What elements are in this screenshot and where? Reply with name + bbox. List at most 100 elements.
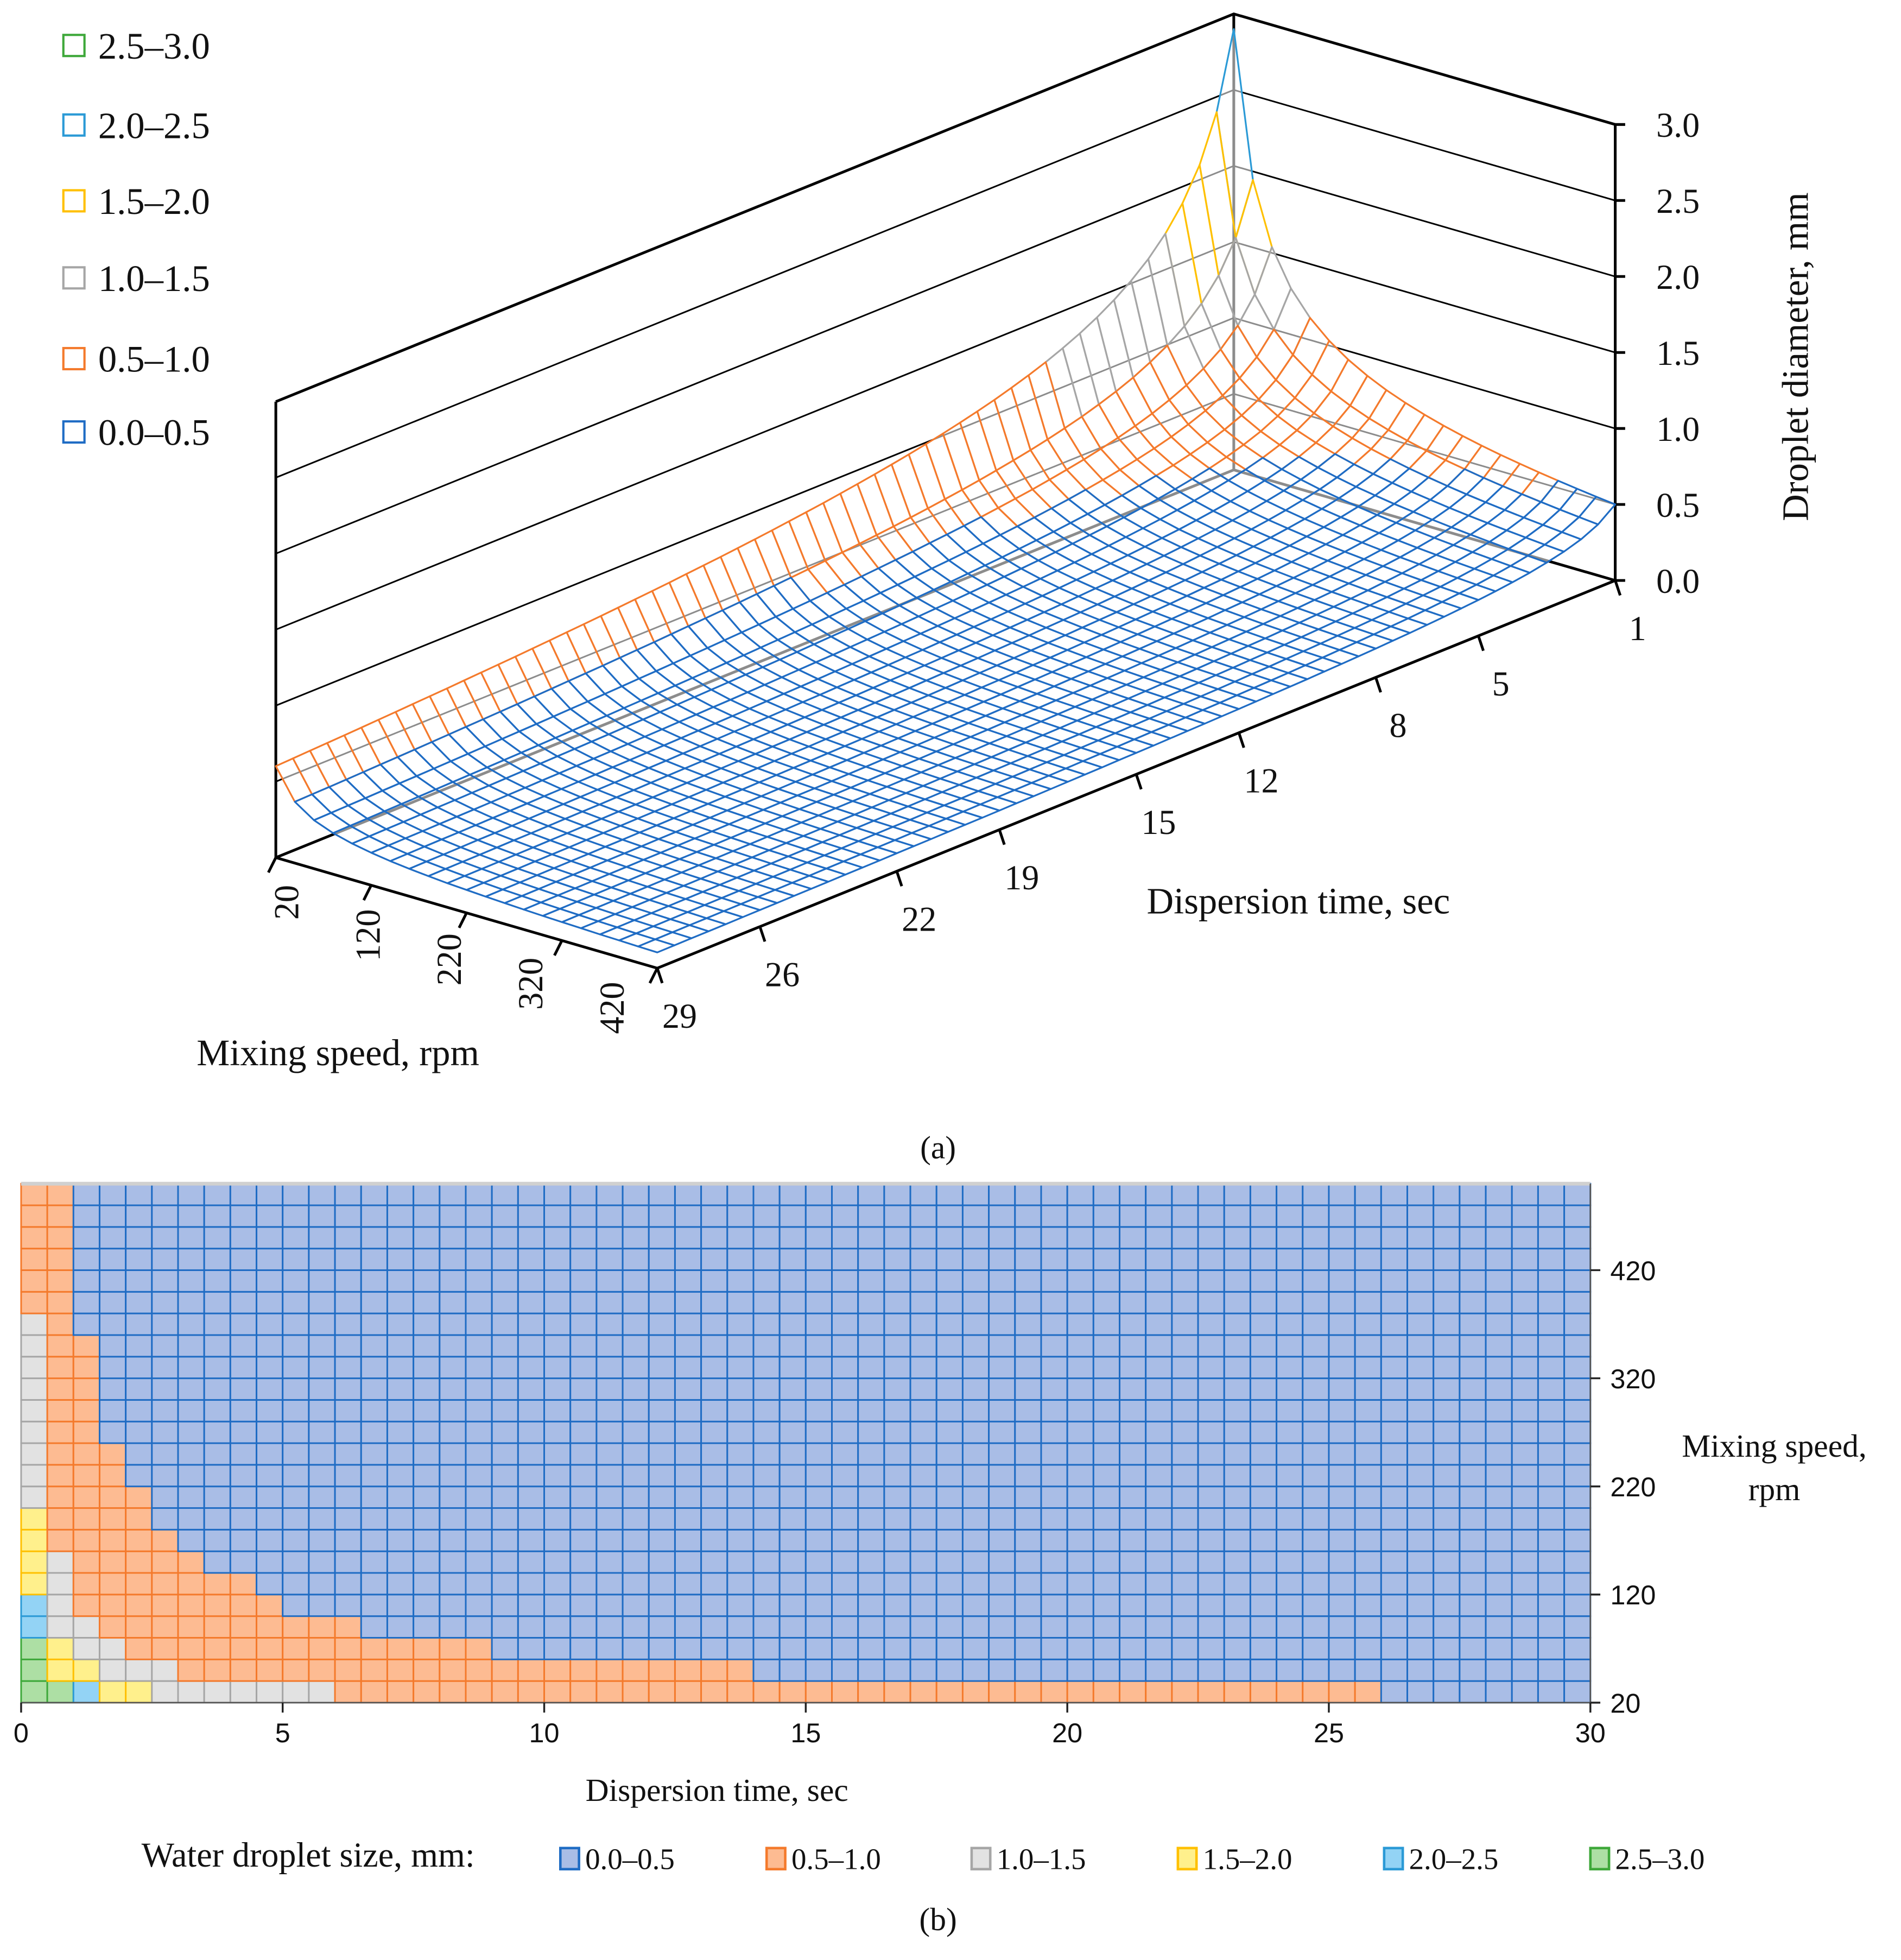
y-axis-title-line1: Mixing speed, <box>1682 1428 1866 1464</box>
contour-cell <box>831 1291 859 1314</box>
contour-cell <box>282 1356 310 1380</box>
contour-cell <box>1354 1572 1382 1596</box>
contour-cell <box>595 1528 624 1552</box>
contour-cell <box>360 1204 388 1228</box>
contour-cell <box>20 1226 48 1250</box>
contour-cell <box>177 1485 205 1509</box>
contour-cell <box>1433 1550 1461 1574</box>
contour-cell <box>1459 1248 1487 1271</box>
contour-cell <box>282 1269 310 1293</box>
contour-cell <box>360 1528 388 1552</box>
contour-cell <box>72 1183 100 1206</box>
contour-cell <box>1040 1615 1068 1639</box>
contour-cell <box>909 1291 937 1314</box>
contour-cell <box>465 1594 493 1617</box>
contour-cell <box>282 1226 310 1250</box>
contour-cell <box>1354 1312 1382 1336</box>
contour-cell <box>256 1269 284 1293</box>
contour-cell <box>988 1291 1016 1314</box>
contour-cell <box>151 1442 179 1466</box>
contour-cell <box>700 1420 728 1444</box>
contour-cell <box>1563 1312 1592 1336</box>
contour-cell <box>752 1615 781 1639</box>
contour-cell <box>125 1658 153 1682</box>
contour-cell <box>674 1680 702 1704</box>
contour-cell <box>98 1615 127 1639</box>
contour-cell <box>1302 1269 1330 1293</box>
contour-cell <box>308 1334 336 1358</box>
contour-cell <box>203 1528 231 1552</box>
contour-cell <box>1066 1550 1094 1574</box>
contour-cell <box>308 1226 336 1250</box>
contour-cell <box>20 1594 48 1617</box>
contour-cell <box>282 1377 310 1401</box>
contour-cell <box>700 1637 728 1660</box>
contour-cell <box>1040 1334 1068 1358</box>
contour-cell <box>1511 1594 1539 1617</box>
contour-cell <box>1066 1334 1094 1358</box>
contour-cell <box>1511 1637 1539 1660</box>
contour-cell <box>1380 1420 1408 1444</box>
contour-cell <box>988 1312 1016 1336</box>
y-tick-label: 20 <box>1610 1687 1640 1718</box>
contour-cell <box>1354 1550 1382 1574</box>
contour-cell <box>491 1485 519 1509</box>
contour-cell <box>1459 1464 1487 1488</box>
contour-cell <box>151 1269 179 1293</box>
contour-cell <box>1354 1269 1382 1293</box>
contour-cell <box>726 1356 755 1380</box>
contour-cell <box>622 1291 650 1314</box>
contour-cell <box>1223 1528 1251 1552</box>
contour-cell <box>151 1399 179 1422</box>
contour-cell <box>46 1334 74 1358</box>
contour-cell <box>1092 1637 1121 1660</box>
contour-cell <box>1145 1356 1173 1380</box>
contour-cell <box>282 1615 310 1639</box>
contour-cell <box>543 1356 572 1380</box>
contour-cell <box>1433 1183 1461 1206</box>
contour-cell <box>752 1485 781 1509</box>
contour-cell <box>46 1507 74 1531</box>
contour-cell <box>1563 1637 1592 1660</box>
contour-cell <box>988 1204 1016 1228</box>
contour-cell <box>726 1334 755 1358</box>
contour-cell <box>413 1269 441 1293</box>
contour-cell <box>1354 1658 1382 1682</box>
contour-cell <box>98 1399 127 1422</box>
contour-cell <box>988 1442 1016 1466</box>
contour-cell <box>1197 1485 1225 1509</box>
contour-cell <box>1511 1377 1539 1401</box>
contour-cell <box>1406 1312 1435 1336</box>
contour-cell <box>413 1356 441 1380</box>
contour-cell <box>1223 1420 1251 1444</box>
contour-cell <box>804 1637 833 1660</box>
contour-cell <box>909 1334 937 1358</box>
time-tick-label: 26 <box>765 956 800 994</box>
contour-cell <box>1563 1291 1592 1314</box>
contour-cell <box>151 1507 179 1531</box>
contour-cell <box>778 1183 807 1206</box>
contour-cell <box>1223 1226 1251 1250</box>
contour-cell <box>334 1680 362 1704</box>
contour-cell <box>439 1528 467 1552</box>
contour-cell <box>308 1550 336 1574</box>
contour-cell <box>98 1572 127 1596</box>
contour-cell <box>1302 1658 1330 1682</box>
contour-cell <box>622 1204 650 1228</box>
contour-cell <box>961 1291 990 1314</box>
contour-cell <box>20 1377 48 1401</box>
contour-cell <box>569 1658 598 1682</box>
contour-cell <box>1223 1377 1251 1401</box>
contour-cell <box>1249 1637 1278 1660</box>
contour-cell <box>961 1356 990 1380</box>
contour-cell <box>1119 1204 1147 1228</box>
contour-cell <box>1537 1399 1566 1422</box>
time-tick <box>1614 580 1622 596</box>
contour-cell <box>569 1226 598 1250</box>
contour-cell <box>282 1637 310 1660</box>
contour-cell <box>569 1464 598 1488</box>
contour-cell <box>1276 1269 1304 1293</box>
contour-cell <box>857 1226 885 1250</box>
contour-cell <box>1511 1615 1539 1639</box>
x-tick-label: 10 <box>529 1717 560 1748</box>
